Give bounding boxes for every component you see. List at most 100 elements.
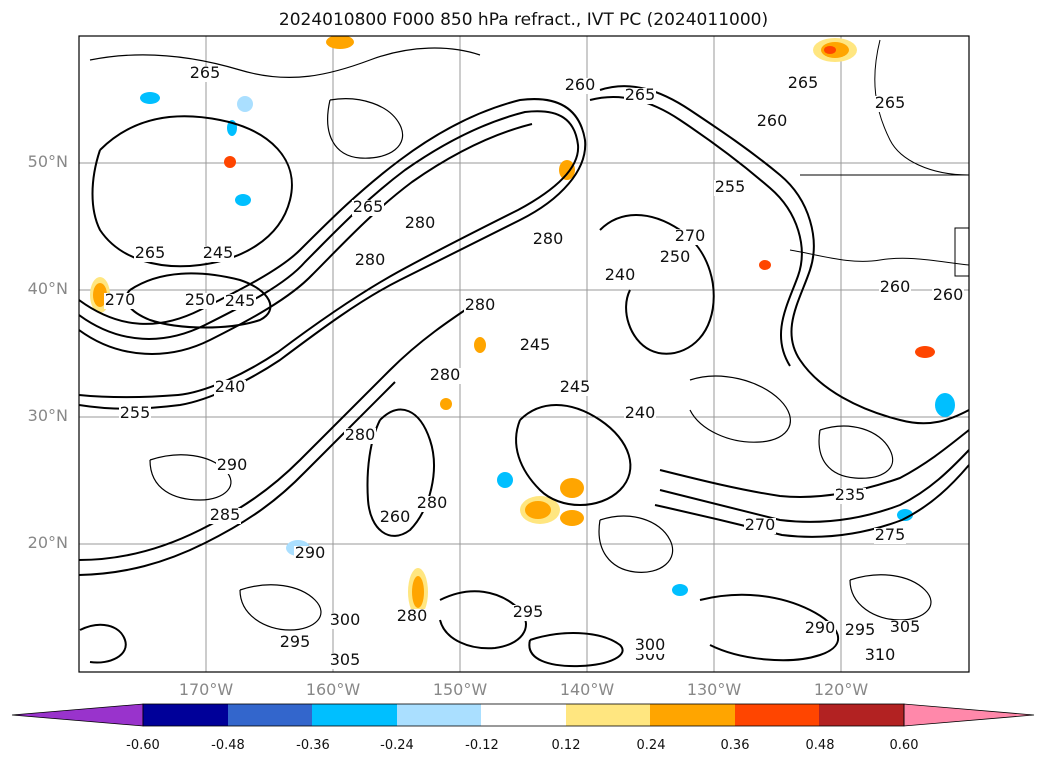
contour-label: 280 xyxy=(417,493,448,512)
colorbar-tick-3: -0.36 xyxy=(296,738,330,753)
colorbar-tick-6: 0.12 xyxy=(551,738,581,753)
graticule xyxy=(79,36,969,672)
contour-label-bg xyxy=(714,180,746,196)
contour-label: 260 xyxy=(933,285,964,304)
contour-label: 280 xyxy=(345,425,376,444)
contour-label: 265 xyxy=(625,85,656,104)
contour-label: 275 xyxy=(875,525,906,544)
contour-label: 265 xyxy=(875,93,906,112)
contour-label-bg xyxy=(379,510,411,526)
lat-label-40n: 40°N xyxy=(27,279,68,298)
colorbar-tick-5: -0.12 xyxy=(465,738,499,753)
contour-label-bg xyxy=(756,114,788,130)
colorbar-extend-high xyxy=(903,703,1035,727)
lon-label-130w: 130°W xyxy=(686,680,742,699)
contour-label: 290 xyxy=(805,618,836,637)
contour-label-bg xyxy=(519,338,551,354)
contour-label: 270 xyxy=(105,290,136,309)
contour-label: 280 xyxy=(465,295,496,314)
contour-label: 245 xyxy=(520,335,551,354)
contour-label-bg xyxy=(202,246,234,262)
contour-label-bg xyxy=(674,229,706,245)
contour-label-bg xyxy=(464,298,496,314)
contour-label: 260 xyxy=(380,507,411,526)
contour-label: 265 xyxy=(190,63,221,82)
map-frame xyxy=(78,35,970,673)
contour-label-bg xyxy=(279,635,311,651)
contour-label-bg xyxy=(879,280,911,296)
contour-label-bg xyxy=(624,406,656,422)
colorbar-bin xyxy=(566,704,650,726)
colorbar-tick-2: -0.48 xyxy=(211,738,245,753)
contour-label: 300 xyxy=(330,610,361,629)
ivt-shading xyxy=(90,36,955,616)
contour-label: 260 xyxy=(565,75,596,94)
contour-label-bg xyxy=(889,620,921,636)
contour-label-bg xyxy=(844,623,876,639)
contour-label: 295 xyxy=(513,602,544,621)
minor-contours xyxy=(89,47,932,631)
contour-label: 280 xyxy=(355,250,386,269)
contour-label-bg xyxy=(429,368,461,384)
contour-label: 265 xyxy=(135,243,166,262)
contour-label: 255 xyxy=(715,177,746,196)
lat-label-30n: 30°N xyxy=(27,406,68,425)
contour-label-bg xyxy=(294,546,326,562)
contour-label: 270 xyxy=(745,515,776,534)
contour-label: 265 xyxy=(353,197,384,216)
contour-label: 290 xyxy=(217,455,248,474)
colorbar-bin xyxy=(819,704,904,726)
colorbar-bin xyxy=(143,704,228,726)
colorbar-tick-9: 0.48 xyxy=(805,738,835,753)
contour-label-bg xyxy=(804,621,836,637)
colorbar-bin xyxy=(228,704,312,726)
contour-label: 300 xyxy=(635,635,666,654)
contour-label: 240 xyxy=(625,403,656,422)
contour-label-bg xyxy=(352,200,384,216)
colorbar-bin xyxy=(312,704,397,726)
contour-label-bg xyxy=(119,406,151,422)
contour-label-bg xyxy=(532,232,564,248)
contour-label-bg xyxy=(224,294,256,310)
contour-label-bg xyxy=(864,648,896,664)
contour-label-bg xyxy=(834,488,866,504)
contour-label-bg xyxy=(659,250,691,266)
lon-label-170w: 170°W xyxy=(178,680,234,699)
contour-label-bg xyxy=(184,293,216,309)
contour-label-bg xyxy=(624,88,656,104)
colorbar xyxy=(11,703,1035,727)
contour-label-bg xyxy=(744,518,776,534)
colorbar-bin xyxy=(481,704,566,726)
lat-label-50n: 50°N xyxy=(27,152,68,171)
contour-label-bg xyxy=(216,458,248,474)
contour-label-bg xyxy=(134,246,166,262)
contour-label: 280 xyxy=(533,229,564,248)
contour-label-bg xyxy=(559,380,591,396)
contour-label: 280 xyxy=(405,213,436,232)
contour-label: 260 xyxy=(757,111,788,130)
colorbar-bin xyxy=(735,704,819,726)
colorbar-bin xyxy=(397,704,481,726)
contour-label: 295 xyxy=(280,632,311,651)
contour-label-bg xyxy=(104,293,136,309)
colorbar-tick-10: 0.60 xyxy=(889,738,919,753)
contour-label: 235 xyxy=(835,485,866,504)
contour-label-bg xyxy=(634,638,666,654)
refractivity-contours xyxy=(79,85,969,668)
contour-label-bg xyxy=(396,609,428,625)
map-title: 2024010800 F000 850 hPa refract., IVT PC… xyxy=(278,10,769,30)
lat-label-20n: 20°N xyxy=(27,533,68,552)
contour-label: 265 xyxy=(788,73,819,92)
lon-label-150w: 150°W xyxy=(432,680,488,699)
contour-label-bg xyxy=(354,253,386,269)
contour-label: 305 xyxy=(330,650,361,669)
contour-label: 280 xyxy=(397,606,428,625)
contour-label-bg xyxy=(512,605,544,621)
contour-label-bg xyxy=(209,508,241,524)
lon-label-120w: 120°W xyxy=(813,680,869,699)
contour-label: 270 xyxy=(675,226,706,245)
contour-label-bg xyxy=(344,428,376,444)
